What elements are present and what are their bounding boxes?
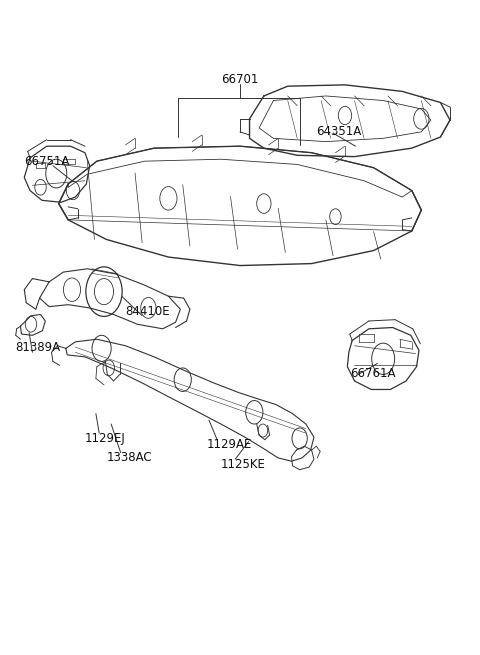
Text: 66751A: 66751A (24, 155, 70, 168)
Text: 66701: 66701 (221, 73, 259, 86)
Text: 1129AE: 1129AE (206, 438, 252, 451)
Text: 1125KE: 1125KE (221, 458, 266, 471)
Text: 64351A: 64351A (316, 125, 361, 138)
Text: 1338AC: 1338AC (107, 451, 152, 464)
Text: 66761A: 66761A (350, 367, 395, 380)
Text: 81389A: 81389A (16, 341, 61, 354)
Text: 1129EJ: 1129EJ (85, 432, 126, 445)
Text: 84410E: 84410E (125, 305, 170, 318)
